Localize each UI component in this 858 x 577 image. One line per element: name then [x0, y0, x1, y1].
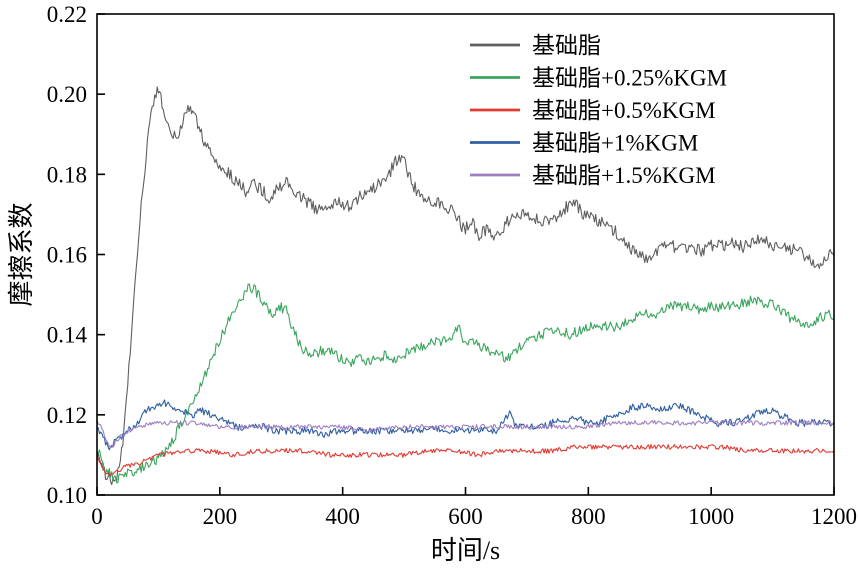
- legend-label: 基础脂+0.5%KGM: [532, 98, 716, 123]
- x-tick-label: 400: [325, 504, 360, 529]
- y-tick-label: 0.16: [47, 243, 87, 268]
- legend-item: 基础脂+0.5%KGM: [470, 98, 716, 123]
- legend-label: 基础脂: [532, 33, 601, 58]
- x-tick-label: 800: [571, 504, 606, 529]
- x-tick-label: 1200: [811, 504, 857, 529]
- legend-item: 基础脂: [470, 33, 601, 58]
- ticks-group: 0 200 400 600 800 1000 1200 0.10 0.12 0.14 0.16 0.1…: [47, 2, 857, 529]
- series-line-4: [97, 419, 834, 449]
- y-axis-title: 摩擦系数: [7, 202, 36, 306]
- legend-label: 基础脂+1.5%KGM: [532, 163, 716, 188]
- x-tick-label: 200: [203, 504, 238, 529]
- y-tick-label: 0.22: [47, 2, 87, 27]
- series-line-3: [97, 399, 834, 451]
- x-tick-label: 600: [448, 504, 483, 529]
- x-tick-label: 1000: [688, 504, 734, 529]
- series-line-0: [97, 86, 834, 486]
- y-tick-label: 0.14: [47, 323, 88, 348]
- y-tick-label: 0.12: [47, 403, 87, 428]
- x-tick-label: 0: [91, 504, 103, 529]
- legend-item: 基础脂+0.25%KGM: [470, 66, 727, 91]
- series-line-2: [97, 443, 834, 477]
- y-tick-label: 0.20: [47, 82, 87, 107]
- series-group: [97, 86, 834, 486]
- legend-item: 基础脂+1.5%KGM: [470, 163, 716, 188]
- y-tick-label: 0.10: [47, 483, 87, 508]
- y-tick-label: 0.18: [47, 162, 87, 187]
- legend-label: 基础脂+1%KGM: [532, 131, 698, 156]
- legend-label: 基础脂+0.25%KGM: [532, 66, 727, 91]
- series-line-1: [97, 283, 834, 484]
- legend-item: 基础脂+1%KGM: [470, 131, 698, 156]
- x-axis-title: 时间/s: [431, 536, 500, 565]
